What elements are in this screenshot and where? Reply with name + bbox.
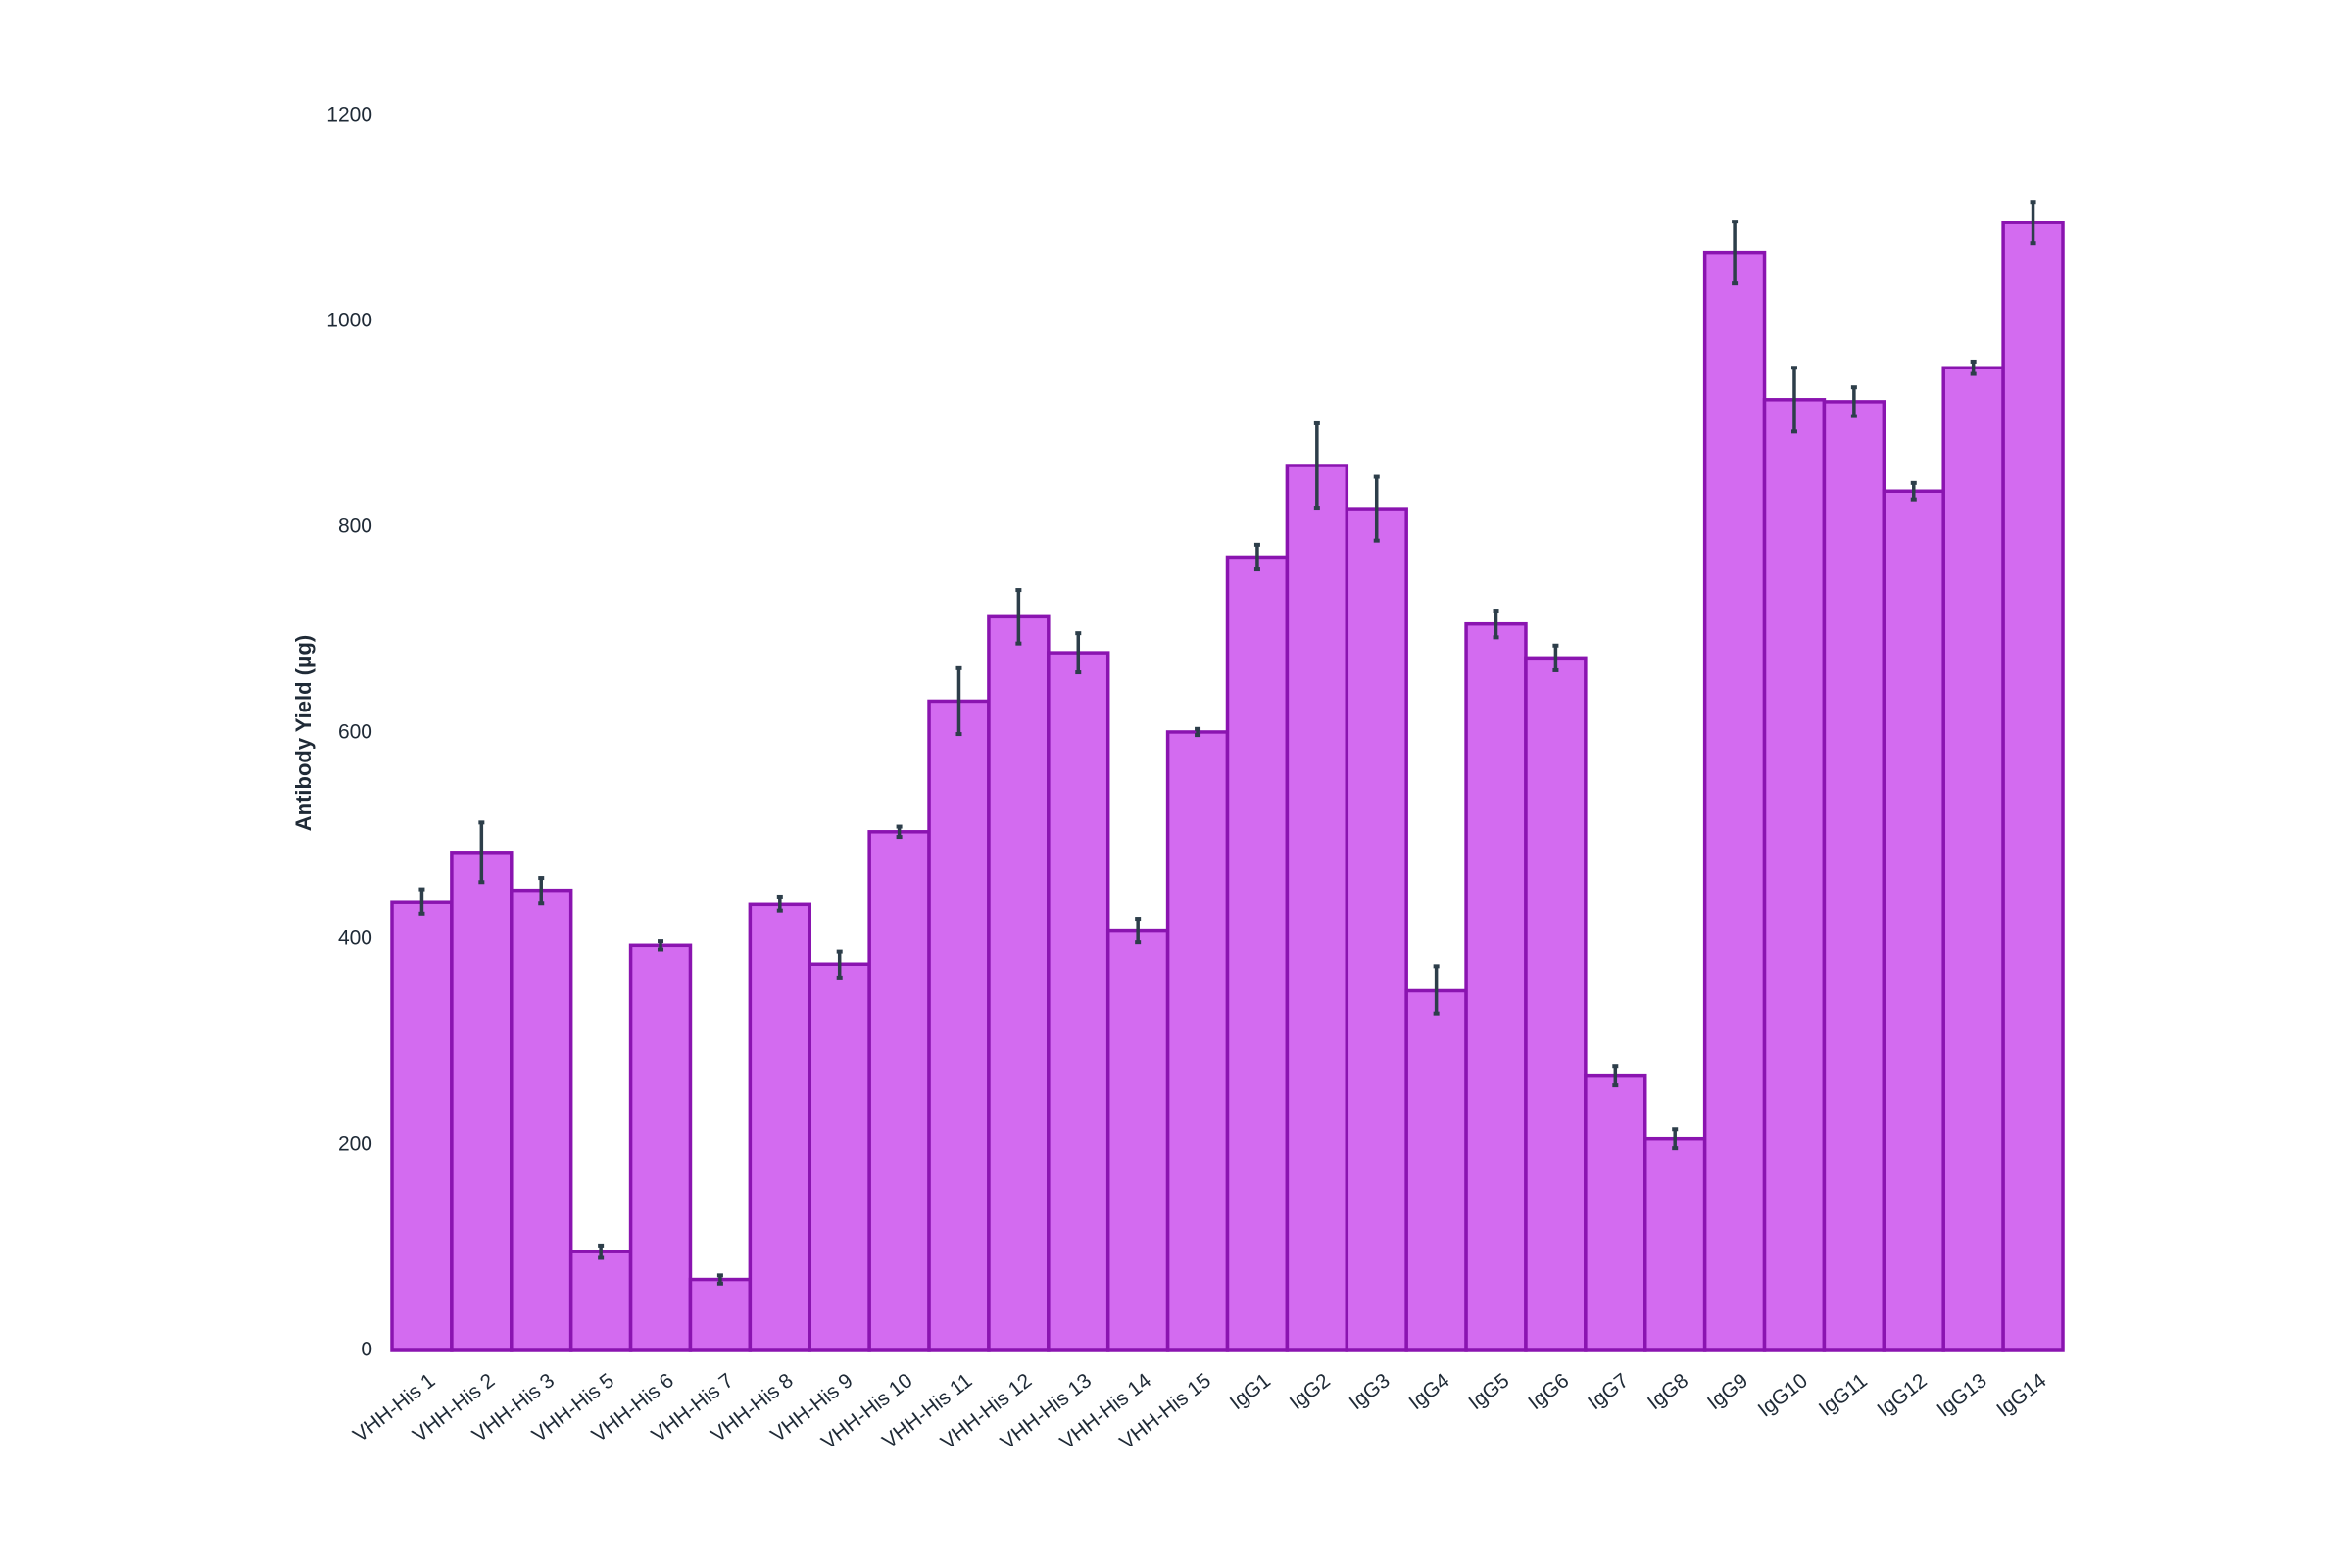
bar [1464,621,1528,1352]
bar [1584,1073,1647,1352]
x-tick-label: IgG6 [1524,1369,1573,1414]
bar [927,699,991,1352]
bar [1882,489,1945,1352]
bar [1047,651,1110,1352]
bar [748,902,811,1352]
bar [1524,656,1588,1352]
bar [1762,398,1827,1352]
x-tick-label: IgG4 [1405,1369,1454,1414]
bar [688,1277,753,1352]
bar [867,830,931,1352]
bar [628,943,693,1352]
y-tick-label: 1200 [326,104,372,126]
bar [1165,730,1230,1352]
y-tick-label: 400 [338,927,372,950]
x-tick-label: IgG8 [1643,1369,1692,1414]
x-tick-label: IgG10 [1754,1369,1812,1421]
bar [1702,250,1767,1352]
bar [510,888,573,1352]
bar [568,1250,633,1352]
x-tick-label: IgG1 [1226,1369,1275,1414]
x-tick-label: IgG14 [1992,1369,2050,1422]
x-tick-label: IgG3 [1346,1369,1395,1414]
x-tick-label: IgG5 [1464,1369,1513,1414]
bar [1225,555,1290,1352]
bar [808,962,871,1352]
bar [1345,507,1408,1352]
bar [2001,220,2065,1352]
bar [1105,928,1170,1352]
bar [1941,366,2005,1352]
x-tick-label: IgG9 [1703,1369,1752,1414]
bar [1822,400,1886,1352]
y-axis-label: Antibody Yield (μg) [291,635,316,831]
y-tick-label: 1000 [326,310,372,332]
bar [390,900,454,1352]
x-tick-label: IgG13 [1933,1369,1990,1421]
x-tick-label: IgG2 [1286,1369,1335,1414]
bar [1404,988,1468,1352]
bar [987,614,1051,1352]
bar [1643,1136,1707,1352]
y-tick-label: 800 [338,515,372,538]
y-tick-label: 600 [338,721,372,744]
bar [1285,464,1349,1352]
x-tick-label: IgG12 [1873,1369,1931,1421]
bar [450,851,514,1352]
y-tick-label: 200 [338,1133,372,1155]
x-tick-label: IgG11 [1815,1369,1872,1420]
y-tick-label: 0 [361,1339,372,1361]
x-tick-label: IgG7 [1584,1369,1633,1414]
